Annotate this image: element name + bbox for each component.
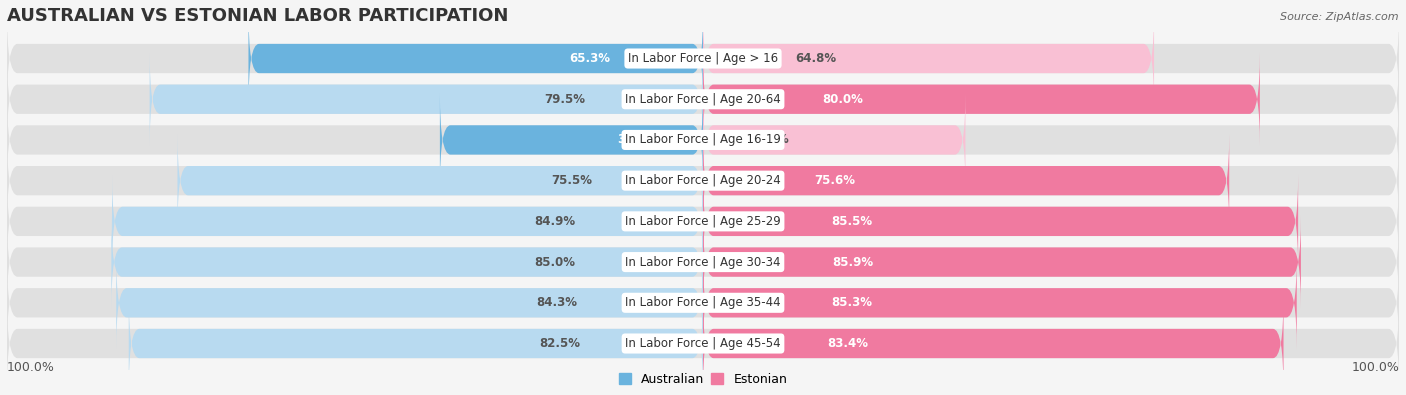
FancyBboxPatch shape: [703, 94, 966, 186]
Text: 100.0%: 100.0%: [7, 361, 55, 374]
FancyBboxPatch shape: [7, 94, 1399, 186]
FancyBboxPatch shape: [703, 134, 1229, 227]
FancyBboxPatch shape: [703, 12, 1154, 105]
Text: 84.9%: 84.9%: [534, 215, 576, 228]
Text: In Labor Force | Age 30-34: In Labor Force | Age 30-34: [626, 256, 780, 269]
Text: 65.3%: 65.3%: [569, 52, 610, 65]
Text: Source: ZipAtlas.com: Source: ZipAtlas.com: [1281, 12, 1399, 22]
FancyBboxPatch shape: [703, 175, 1298, 268]
Text: 85.5%: 85.5%: [831, 215, 872, 228]
FancyBboxPatch shape: [249, 12, 703, 105]
Text: 64.8%: 64.8%: [796, 52, 837, 65]
FancyBboxPatch shape: [703, 216, 1301, 308]
Text: 82.5%: 82.5%: [538, 337, 579, 350]
FancyBboxPatch shape: [7, 12, 1399, 105]
Text: 75.6%: 75.6%: [814, 174, 855, 187]
FancyBboxPatch shape: [177, 134, 703, 227]
FancyBboxPatch shape: [7, 53, 1399, 146]
FancyBboxPatch shape: [112, 175, 703, 268]
FancyBboxPatch shape: [440, 94, 703, 186]
Text: 85.9%: 85.9%: [832, 256, 873, 269]
Text: 75.5%: 75.5%: [551, 174, 592, 187]
Text: AUSTRALIAN VS ESTONIAN LABOR PARTICIPATION: AUSTRALIAN VS ESTONIAN LABOR PARTICIPATI…: [7, 7, 509, 25]
Text: 80.0%: 80.0%: [821, 93, 863, 106]
FancyBboxPatch shape: [7, 134, 1399, 227]
Text: 85.0%: 85.0%: [534, 256, 575, 269]
FancyBboxPatch shape: [7, 297, 1399, 390]
Text: In Labor Force | Age 16-19: In Labor Force | Age 16-19: [626, 134, 780, 147]
Text: In Labor Force | Age > 16: In Labor Force | Age > 16: [628, 52, 778, 65]
FancyBboxPatch shape: [111, 216, 703, 308]
Text: 79.5%: 79.5%: [544, 93, 585, 106]
Text: 37.8%: 37.8%: [617, 134, 658, 147]
FancyBboxPatch shape: [703, 297, 1284, 390]
FancyBboxPatch shape: [129, 297, 703, 390]
FancyBboxPatch shape: [703, 256, 1296, 349]
FancyBboxPatch shape: [7, 256, 1399, 349]
Text: In Labor Force | Age 45-54: In Labor Force | Age 45-54: [626, 337, 780, 350]
FancyBboxPatch shape: [7, 175, 1399, 268]
FancyBboxPatch shape: [149, 53, 703, 146]
Text: 85.3%: 85.3%: [831, 296, 872, 309]
Text: 84.3%: 84.3%: [536, 296, 576, 309]
Text: 83.4%: 83.4%: [828, 337, 869, 350]
Text: 37.7%: 37.7%: [748, 134, 789, 147]
FancyBboxPatch shape: [7, 216, 1399, 308]
Text: 100.0%: 100.0%: [1351, 361, 1399, 374]
Text: In Labor Force | Age 25-29: In Labor Force | Age 25-29: [626, 215, 780, 228]
Text: In Labor Force | Age 35-44: In Labor Force | Age 35-44: [626, 296, 780, 309]
FancyBboxPatch shape: [703, 53, 1260, 146]
Legend: Australian, Estonian: Australian, Estonian: [614, 368, 792, 391]
Text: In Labor Force | Age 20-64: In Labor Force | Age 20-64: [626, 93, 780, 106]
Text: In Labor Force | Age 20-24: In Labor Force | Age 20-24: [626, 174, 780, 187]
FancyBboxPatch shape: [117, 256, 703, 349]
